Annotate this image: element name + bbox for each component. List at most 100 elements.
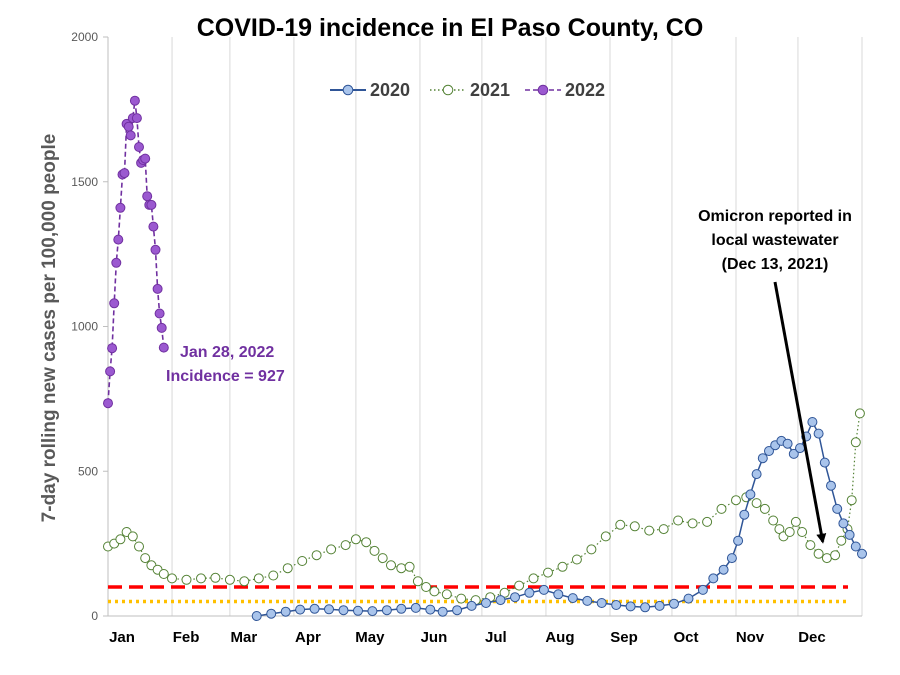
legend-marker-2022 bbox=[537, 84, 549, 96]
x-tick-label-oct: Oct bbox=[673, 629, 698, 646]
data-point-2020-333 bbox=[788, 448, 799, 459]
data-point-2021-291 bbox=[702, 516, 713, 527]
data-point-2022-20 bbox=[142, 191, 153, 202]
data-point-2021-53 bbox=[210, 572, 221, 583]
y-tick-label-1500: 1500 bbox=[71, 175, 98, 189]
legend-label-2020: 2020 bbox=[370, 80, 410, 100]
data-point-2022-14 bbox=[129, 95, 140, 106]
legend-item-2020: 2020 bbox=[330, 80, 410, 100]
data-point-2021-81 bbox=[268, 570, 279, 581]
annotations: Jan 28, 2022 Incidence = 927 Omicron repor… bbox=[166, 208, 852, 544]
data-point-2021-361 bbox=[846, 495, 857, 506]
data-point-2020-321 bbox=[764, 446, 774, 456]
data-point-2021-249 bbox=[615, 519, 626, 530]
x-tick-label-apr: Apr bbox=[295, 629, 321, 646]
data-point-2022-16 bbox=[134, 142, 144, 152]
data-point-2021-337 bbox=[797, 527, 808, 537]
data-point-2020-348 bbox=[819, 457, 830, 468]
data-point-2020-303 bbox=[726, 553, 737, 564]
data-point-2021-298 bbox=[716, 503, 727, 514]
annotation-omicron-line-2: local wastewater bbox=[711, 232, 838, 249]
data-point-2020-191 bbox=[495, 595, 506, 606]
data-point-2020-94 bbox=[295, 604, 306, 615]
data-point-2020-157 bbox=[425, 604, 436, 615]
annotation-omicron-line-1: Omicron reported in bbox=[698, 208, 852, 225]
legend-item-2021: 2021 bbox=[430, 80, 510, 100]
data-point-2020-240 bbox=[596, 598, 607, 608]
data-point-2020-254 bbox=[625, 601, 636, 612]
data-point-2021-126 bbox=[361, 537, 372, 548]
data-point-2022-26 bbox=[154, 308, 165, 319]
data-point-2021-67 bbox=[239, 576, 250, 587]
data-point-2021-60 bbox=[224, 574, 235, 585]
data-point-2022-5 bbox=[111, 257, 122, 268]
data-point-2022-25 bbox=[152, 283, 163, 294]
data-point-2021-200 bbox=[514, 580, 525, 591]
data-point-2022-24 bbox=[150, 244, 161, 255]
data-point-2020-73 bbox=[251, 611, 262, 621]
data-point-2020-219 bbox=[553, 589, 564, 600]
annotation-jan28-line-1: Jan 28, 2022 bbox=[180, 344, 274, 361]
data-point-2021-315 bbox=[751, 498, 762, 509]
data-point-2021-353 bbox=[830, 550, 841, 561]
data-point-2020-136 bbox=[381, 605, 392, 616]
data-point-2021-365 bbox=[854, 408, 865, 419]
data-point-2021-28 bbox=[158, 569, 169, 579]
data-point-2021-134 bbox=[377, 553, 388, 564]
data-point-2020-261 bbox=[640, 602, 651, 613]
data-point-2021-221 bbox=[557, 561, 568, 572]
data-point-2020-143 bbox=[396, 603, 407, 614]
series-2020 bbox=[251, 417, 867, 621]
data-point-2022-4 bbox=[109, 298, 120, 309]
data-point-2020-330 bbox=[782, 438, 793, 449]
data-point-2021-319 bbox=[759, 503, 770, 514]
axes: Jan Feb Mar Apr May Jun Jul Aug Sep Oct Nov Dec 0 500… bbox=[71, 30, 862, 646]
legend-marker-2020 bbox=[342, 84, 354, 96]
data-point-2020-163 bbox=[437, 606, 448, 617]
data-point-2020-289 bbox=[697, 584, 708, 595]
data-point-2020-366 bbox=[857, 548, 867, 559]
x-tick-label-dec: Dec bbox=[798, 629, 826, 646]
data-point-2021-74 bbox=[253, 573, 264, 584]
data-point-2022-6 bbox=[113, 234, 124, 245]
x-tick-label-mar: Mar bbox=[231, 629, 258, 646]
data-point-2021-284 bbox=[687, 518, 698, 529]
data-point-2021-109 bbox=[326, 544, 337, 555]
data-point-2021-172 bbox=[456, 593, 467, 604]
data-point-2021-242 bbox=[600, 531, 611, 542]
data-point-2022-3 bbox=[107, 343, 118, 354]
data-point-2021-235 bbox=[586, 544, 597, 555]
x-tick-label-may: May bbox=[355, 629, 385, 646]
y-tick-label-0: 0 bbox=[91, 609, 98, 623]
x-tick-label-feb: Feb bbox=[173, 629, 200, 646]
data-point-2021-323 bbox=[768, 515, 779, 526]
data-point-2020-318 bbox=[757, 453, 768, 464]
data-point-2021-341 bbox=[805, 540, 816, 551]
data-point-2021-39 bbox=[181, 574, 192, 585]
data-point-2020-177 bbox=[466, 600, 477, 611]
data-point-2022-1 bbox=[103, 398, 113, 409]
y-tick-label-500: 500 bbox=[78, 464, 98, 478]
data-point-2020-360 bbox=[844, 529, 855, 540]
x-tick-label-nov: Nov bbox=[736, 629, 765, 646]
data-point-2021-159 bbox=[429, 586, 440, 597]
data-point-2021-95 bbox=[297, 556, 308, 566]
data-point-2020-275 bbox=[669, 598, 679, 609]
data-point-2021-13 bbox=[127, 531, 138, 542]
series-line-2022 bbox=[107, 100, 165, 404]
data-point-2021-356 bbox=[836, 535, 847, 546]
data-point-2022-28 bbox=[158, 342, 169, 353]
data-point-2021-214 bbox=[543, 567, 553, 578]
data-point-2020-115 bbox=[338, 605, 349, 616]
data-point-2022-7 bbox=[115, 202, 126, 213]
x-tick-label-sep: Sep bbox=[610, 629, 638, 646]
data-point-2020-336 bbox=[795, 443, 805, 454]
data-point-2020-101 bbox=[309, 603, 320, 614]
reference-lines bbox=[108, 585, 848, 604]
grid-lines bbox=[107, 37, 863, 616]
data-point-2020-205 bbox=[524, 587, 535, 598]
data-point-2020-345 bbox=[813, 428, 824, 439]
data-point-2022-19 bbox=[140, 153, 151, 164]
data-point-2021-88 bbox=[282, 563, 293, 574]
